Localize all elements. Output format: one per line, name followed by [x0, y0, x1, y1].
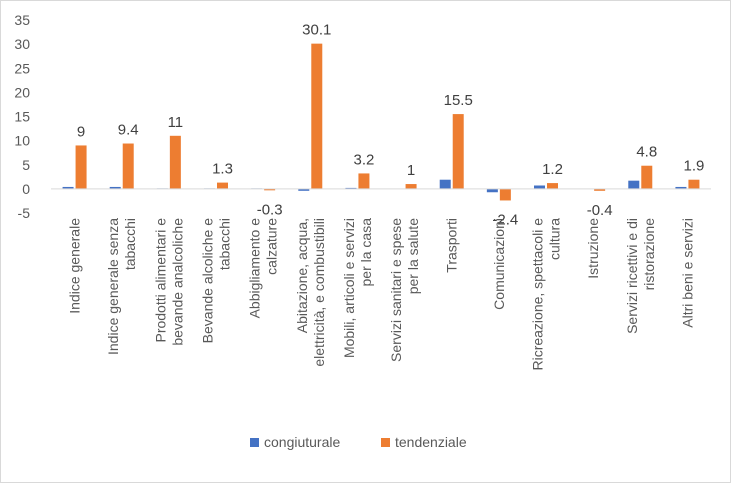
- category-label: Indice generale senzatabacchi: [105, 218, 138, 355]
- bar-tendenziale: [311, 44, 322, 189]
- data-label: 9.4: [118, 122, 139, 139]
- y-tick-label: 0: [22, 181, 30, 197]
- legend-label: congiuturale: [264, 434, 340, 450]
- bar-congiuturale: [440, 180, 451, 189]
- category-labels: Indice generale Indice generale senzataba…: [67, 218, 696, 371]
- data-label: -0.3: [257, 201, 283, 218]
- y-tick-label: 20: [14, 84, 30, 100]
- data-label: 1.2: [542, 161, 563, 178]
- data-label: 30.1: [302, 22, 331, 39]
- data-label: 15.5: [444, 92, 473, 109]
- y-tick-label: 10: [14, 133, 30, 149]
- category-label: Servizi ricettivi e diristorazione: [624, 218, 657, 334]
- category-label: Indice generale: [67, 218, 83, 314]
- y-tick-label: 35: [14, 12, 30, 28]
- bar-tendenziale: [123, 144, 134, 189]
- bar-tendenziale: [453, 114, 464, 189]
- data-label: -0.4: [587, 202, 613, 219]
- category-label: Servizi sanitari e speseper la salute: [388, 218, 421, 362]
- y-tick-label: 5: [22, 157, 30, 173]
- bar-tendenziale: [500, 189, 511, 201]
- bar-tendenziale: [76, 145, 87, 188]
- y-axis: -5 0 5 10 15 20 25 30 35: [14, 12, 30, 221]
- data-label: 3.2: [353, 151, 374, 168]
- category-label: Altri beni e servizi: [679, 218, 695, 328]
- category-label: Trasporti: [444, 218, 460, 273]
- data-label: 4.8: [636, 144, 657, 161]
- legend-label: tendenziale: [395, 434, 467, 450]
- bar-congiuturale: [534, 185, 545, 188]
- bar-tendenziale: [688, 180, 699, 189]
- data-label: 1.9: [683, 158, 704, 175]
- y-tick-label: 25: [14, 60, 30, 76]
- data-label: 11: [168, 114, 184, 131]
- bar-tendenziale: [641, 166, 652, 189]
- category-label: Prodotti alimentari ebevande analcoliche: [152, 218, 185, 346]
- category-label: Comunicazioni: [491, 218, 507, 310]
- category-label: Istruzione: [585, 218, 601, 279]
- bar-tendenziale: [547, 183, 558, 189]
- bar-tendenziale: [217, 183, 228, 189]
- legend: congiuturale tendenziale: [250, 434, 467, 450]
- data-label: 1: [407, 162, 415, 179]
- bar-tendenziale: [406, 184, 417, 189]
- y-tick-label: 30: [14, 36, 30, 52]
- category-label: Abbigliamento ecalzature: [247, 218, 280, 319]
- bars: [63, 44, 700, 201]
- bar-congiuturale: [628, 181, 639, 189]
- legend-swatch-congiuturale: [250, 438, 259, 447]
- bar-tendenziale: [358, 173, 369, 188]
- data-label: 9: [77, 123, 85, 140]
- legend-swatch-tendenziale: [381, 438, 390, 447]
- data-label: 1.3: [212, 161, 233, 178]
- bar-congiuturale: [487, 189, 498, 192]
- y-tick-label: 15: [14, 109, 30, 125]
- y-tick-label: -5: [18, 205, 31, 221]
- category-label: Mobili, articoli e serviziper la casa: [341, 218, 374, 358]
- category-label: Bevande alcoliche etabacchi: [200, 218, 233, 344]
- category-label: Abitazione, acqua,elettricità, e combust…: [294, 218, 327, 367]
- bar-tendenziale: [170, 136, 181, 189]
- category-label: Ricreazione, spettacoli ecultura: [530, 218, 563, 371]
